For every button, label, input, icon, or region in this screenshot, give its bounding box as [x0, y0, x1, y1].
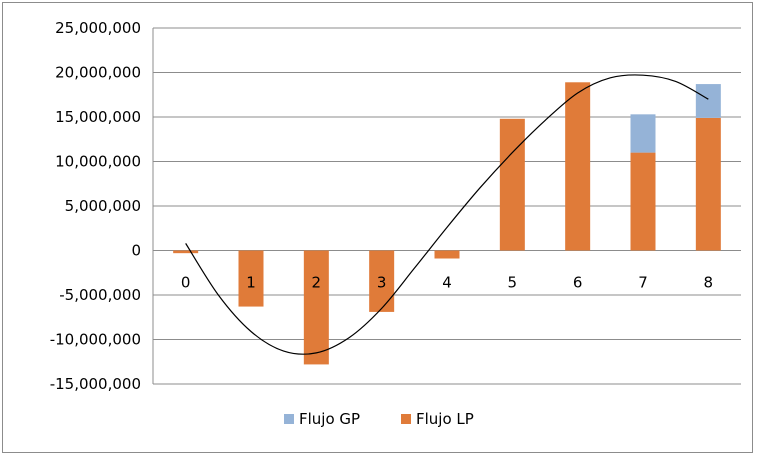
bar-flujo-lp [695, 117, 721, 251]
x-tick-label: 4 [442, 274, 452, 292]
trend-line [185, 74, 709, 355]
y-tick-label: -10,000,000 [50, 331, 141, 349]
x-tick-label: 5 [508, 274, 518, 292]
legend-label: Flujo LP [416, 410, 474, 428]
bar-flujo-lp [303, 250, 329, 365]
bar-flujo-lp [173, 250, 199, 254]
bar-flujo-gp [630, 114, 656, 153]
x-tick-label: 6 [573, 274, 583, 292]
legend-label: Flujo GP [299, 410, 360, 428]
bar-flujo-lp [369, 250, 395, 312]
x-tick-label: 3 [377, 274, 387, 292]
y-tick-label: 20,000,000 [55, 64, 141, 82]
chart: 25,000,00020,000,00015,000,00010,000,000… [50, 19, 741, 428]
bar-flujo-lp [434, 250, 460, 259]
x-tick-label: 8 [704, 274, 714, 292]
bar-flujo-lp [565, 82, 591, 251]
y-axis: 25,000,000 20,000,000 15,000,000 10,000,000… [50, 19, 154, 393]
bar-flujo-lp [238, 250, 264, 307]
y-tick-label: 5,000,000 [65, 197, 141, 215]
legend-swatch [401, 414, 411, 424]
y-tick-label: -5,000,000 [59, 286, 141, 304]
y-tick-label: -15,000,000 [50, 375, 141, 393]
x-tick-label: 7 [638, 274, 648, 292]
bar-flujo-gp [695, 84, 721, 118]
y-tick-label: 10,000,000 [55, 153, 141, 171]
x-axis: 0 1 2 3 4 5 6 7 8 [181, 274, 713, 292]
y-tick-label: 0 [131, 242, 141, 260]
y-tick-label: 25,000,000 [55, 19, 141, 37]
chart-frame: 25,000,000 20,000,000 15,000,000 10,000,000… [2, 2, 753, 453]
legend: Flujo GP Flujo LP [284, 410, 474, 428]
legend-swatch [284, 414, 294, 424]
x-tick-label: 2 [312, 274, 322, 292]
bar-flujo-lp [630, 152, 656, 251]
x-tick-label: 1 [246, 274, 256, 292]
bar-flujo-lp [499, 118, 525, 251]
y-tick-label: 15,000,000 [55, 108, 141, 126]
x-tick-label: 0 [181, 274, 191, 292]
bars [173, 82, 721, 365]
trend-curve [185, 74, 709, 355]
